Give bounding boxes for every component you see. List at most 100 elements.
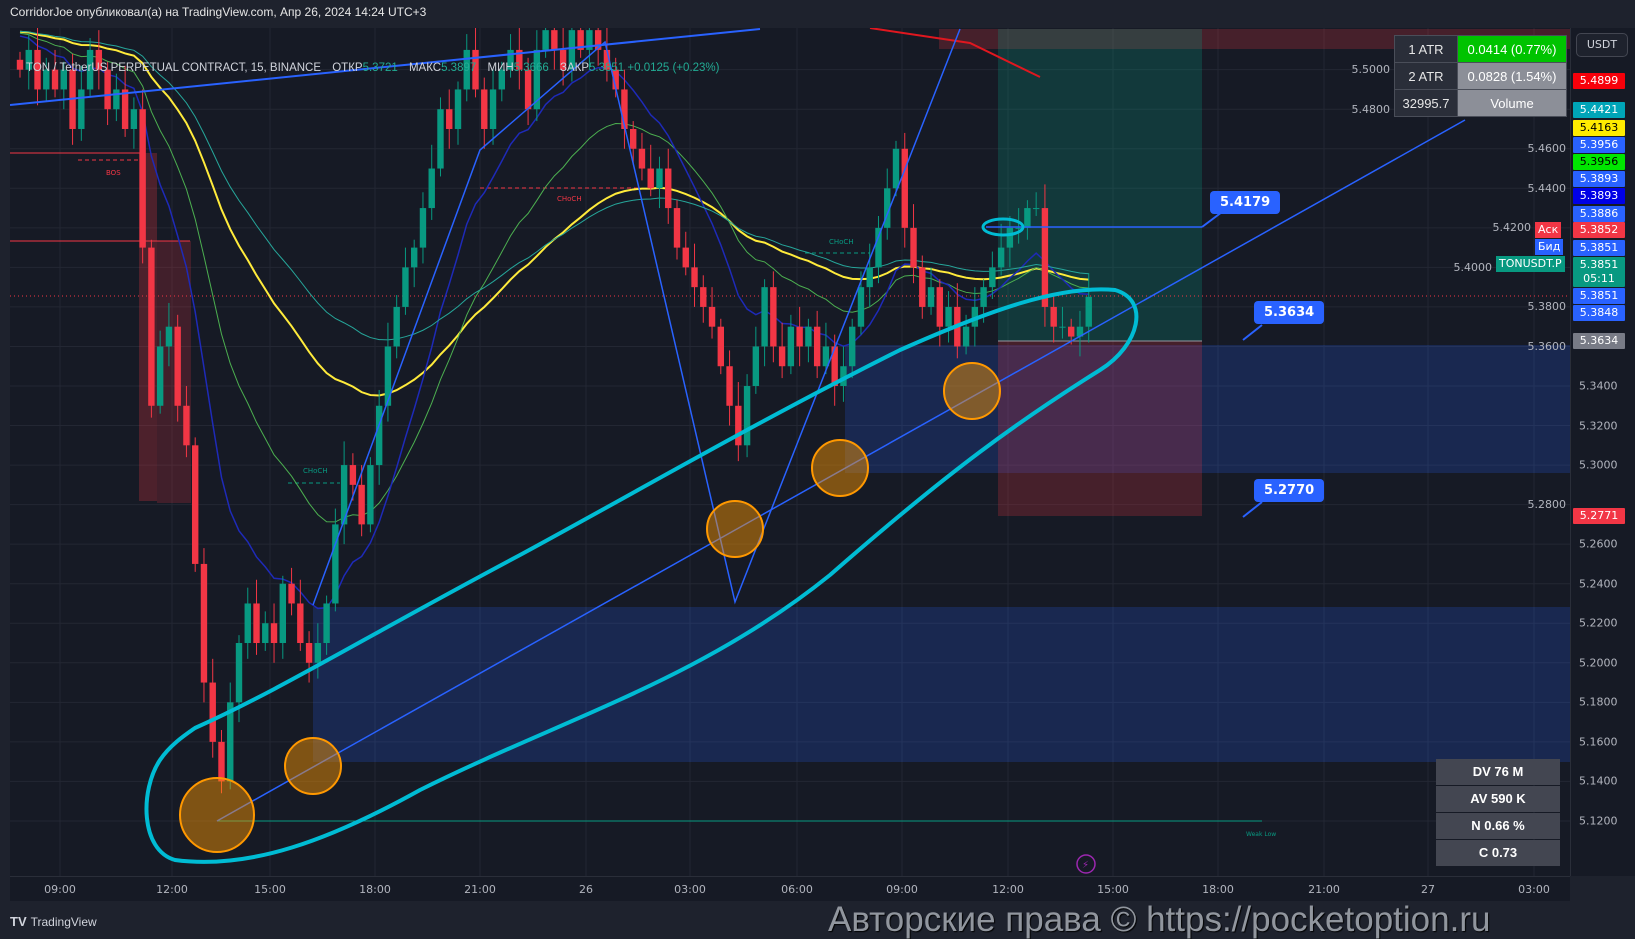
candle xyxy=(822,322,830,375)
candle-body xyxy=(314,643,322,663)
time-tick: 12:00 xyxy=(992,883,1024,896)
touch-circle xyxy=(284,737,342,795)
candle-body xyxy=(647,168,654,189)
price-axis[interactable]: 5.4899 5.4421 5.4163 5.3956 5.3956 5.3893 5.38… xyxy=(1570,28,1635,876)
time-tick: 18:00 xyxy=(359,883,391,896)
price-tag: 5.4163 xyxy=(1573,120,1625,136)
touch-circle xyxy=(943,362,1001,420)
candle-body xyxy=(200,563,208,683)
tradingview-logo[interactable]: TV TradingView xyxy=(10,914,97,929)
symbol-name[interactable]: TON / TetherUS PERPETUAL CONTRACT, 15, B… xyxy=(26,62,322,74)
candle-body xyxy=(849,326,856,367)
candle-body xyxy=(235,643,243,703)
candle xyxy=(1068,318,1075,345)
candle-body xyxy=(60,69,67,90)
choch-label-1: CHoCH xyxy=(557,195,582,203)
candle xyxy=(174,314,181,422)
time-axis[interactable]: 09:00 12:00 15:00 18:00 21:00 26 03:00 06:00 09:… xyxy=(10,876,1570,901)
candle xyxy=(130,97,138,149)
candle xyxy=(708,287,716,339)
candle-body xyxy=(130,109,138,129)
candle-body xyxy=(551,30,558,50)
time-tick: 09:00 xyxy=(886,883,918,896)
candle xyxy=(253,579,260,655)
candle xyxy=(717,318,724,375)
candle-body xyxy=(218,741,225,782)
candles xyxy=(16,28,1092,794)
candle-body xyxy=(997,247,1005,268)
candle xyxy=(183,386,190,458)
candle xyxy=(621,69,628,149)
price-chart[interactable]: BOS CHoCH CHoCH CHoCH Weak Low xyxy=(10,28,1570,876)
time-tick: 26 xyxy=(579,883,593,896)
zigzag-lines[interactable] xyxy=(312,28,961,606)
candle xyxy=(1015,208,1022,244)
candle xyxy=(594,28,602,66)
price-tag: 5.3886 xyxy=(1573,206,1625,222)
price-tag: 5.3851 xyxy=(1573,240,1625,256)
candle xyxy=(165,302,173,367)
candle xyxy=(78,65,85,141)
breakout-ellipse xyxy=(981,217,1025,237)
lightning-icon[interactable] xyxy=(1076,854,1096,874)
candle-body xyxy=(787,326,795,367)
candle-body xyxy=(752,346,760,386)
chart-pane[interactable]: BOS CHoCH CHoCH CHoCH Weak Low xyxy=(10,28,1570,876)
channel-outline xyxy=(144,287,1139,864)
candle xyxy=(367,457,374,533)
channel-trendline[interactable] xyxy=(216,119,1466,822)
symbol-price-tag: TONUSDT.P xyxy=(1496,256,1565,272)
price-tick: 5.3200 xyxy=(1579,419,1618,433)
candle-body xyxy=(840,366,847,386)
price-tick: 5.4600 xyxy=(1527,142,1567,156)
price-tick: 5.5000 xyxy=(1351,63,1391,77)
candle-body xyxy=(121,89,129,129)
candle xyxy=(121,65,129,137)
candle xyxy=(901,132,908,248)
price-tick: 5.3800 xyxy=(1527,300,1567,314)
price-tick: 5.2600 xyxy=(1579,537,1618,551)
price-tag: 5.3851 xyxy=(1573,288,1625,304)
candle xyxy=(200,548,208,703)
position-target-zone xyxy=(998,29,1202,341)
stop-price-label[interactable]: 5.2770 xyxy=(1254,479,1325,502)
candle-body xyxy=(901,148,908,228)
candle-body xyxy=(927,287,935,307)
target-price-label[interactable]: 5.4179 xyxy=(1210,191,1281,214)
candle-body xyxy=(192,445,199,564)
candle-body xyxy=(559,49,567,70)
candle-body xyxy=(962,326,970,347)
stat-av: AV 590 K xyxy=(1436,786,1560,812)
time-tick: 09:00 xyxy=(44,883,76,896)
candle-body xyxy=(384,346,392,406)
stat-n: N 0.66 % xyxy=(1436,813,1560,839)
price-tag: 5.4421 xyxy=(1573,102,1625,118)
candle-body xyxy=(1076,326,1084,337)
entry-price-label[interactable]: 5.3634 xyxy=(1254,301,1325,324)
time-tick: 03:00 xyxy=(1518,883,1550,896)
candle-body xyxy=(51,69,59,90)
candle-body xyxy=(437,109,444,169)
candle-body xyxy=(594,30,602,50)
price-tick: 5.4200 xyxy=(1492,221,1532,235)
publisher-line: CorridorJoe опубликовал(а) на TradingVie… xyxy=(10,5,427,19)
candle-body xyxy=(253,603,260,644)
candle-body xyxy=(682,247,689,268)
candle xyxy=(1024,200,1031,240)
candle xyxy=(192,437,199,572)
price-tick: 5.1800 xyxy=(1579,695,1618,709)
upper-trendline[interactable] xyxy=(10,28,761,106)
candle-body xyxy=(419,208,427,248)
price-tag: 5.3634 xyxy=(1573,333,1625,349)
candle xyxy=(472,28,479,98)
candle-body xyxy=(463,49,470,90)
candle xyxy=(60,61,67,110)
currency-button[interactable]: USDT xyxy=(1576,33,1628,57)
candle-body xyxy=(323,603,330,644)
candle-body xyxy=(305,643,313,663)
candle-body xyxy=(16,59,24,70)
candle-body xyxy=(542,30,549,50)
stat-dv: DV 76 M xyxy=(1436,759,1560,785)
candle-body xyxy=(472,49,479,90)
candle xyxy=(340,441,348,545)
